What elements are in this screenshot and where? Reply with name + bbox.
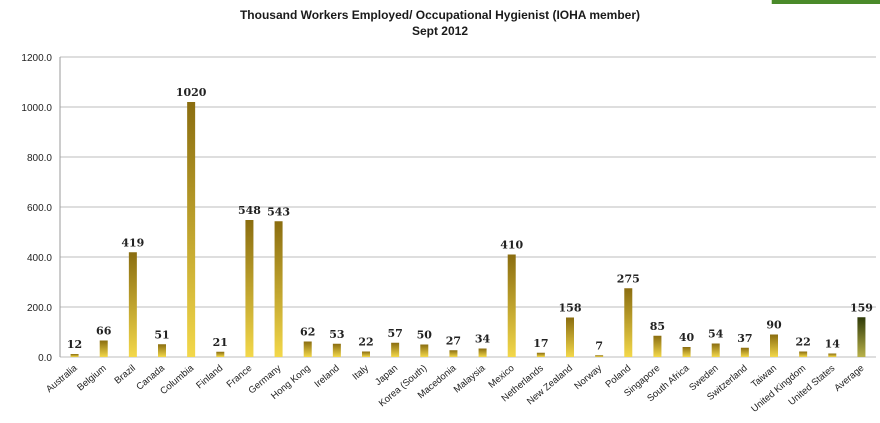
y-tick-label: 600.0 [27,203,52,214]
x-tick-label: Finland [194,363,225,391]
bars [70,102,866,357]
bar [128,252,137,357]
data-label: 159 [850,301,873,314]
data-label: 40 [679,331,695,344]
chart-subtitle: Sept 2012 [411,24,469,38]
data-label: 34 [475,333,491,346]
data-label: 85 [650,320,665,333]
bar [362,351,370,357]
chart-title: Thousand Workers Employed/ Occupational … [239,8,641,22]
bar [624,288,633,357]
y-tick-label: 800.0 [27,153,52,164]
x-tick-label: Malaysia [452,362,488,395]
data-label: 7 [595,339,603,352]
x-tick-label: Norway [572,363,604,392]
y-tick-label: 1200.0 [21,53,52,64]
y-tick-label: 0.0 [38,353,52,364]
y-tick-label: 200.0 [27,303,52,314]
data-label: 22 [358,336,373,349]
data-label: 14 [825,338,841,351]
bar [682,347,691,357]
data-label: 90 [766,319,782,332]
bar [740,347,749,357]
data-label: 419 [121,236,144,249]
gridlines [59,56,876,358]
bar [70,354,79,357]
x-tick-label: Average [832,363,866,394]
data-label: 51 [154,328,169,341]
bar [857,317,866,357]
data-label: 1020 [176,86,207,99]
bar [828,353,837,357]
data-label: 548 [238,204,261,217]
bar [770,334,778,357]
bar [274,221,283,357]
data-label: 37 [737,332,752,345]
x-tick-label: Italy [350,363,371,383]
corner-tab [771,0,880,4]
data-label: 62 [300,326,315,339]
data-label: 53 [329,328,344,341]
bar [711,343,720,357]
bar [391,342,400,357]
bar [536,352,545,357]
data-label: 158 [559,302,582,315]
bar [216,351,225,357]
bar [332,343,341,357]
data-label: 17 [533,337,548,350]
bar [245,220,254,357]
y-tick-label: 400.0 [27,253,52,264]
x-tick-label: Australia [44,362,80,395]
x-tick-label: Belgium [75,363,108,394]
bar [99,340,108,357]
data-label: 66 [96,325,112,338]
bar [158,344,166,357]
bar [595,355,604,357]
data-label: 12 [67,338,82,351]
x-tick-label: Columbia [158,362,196,397]
data-label: 57 [387,327,402,340]
bar [799,351,808,357]
value-labels: 12 66 419 51 1020 21 548 543 62 53 22 57 50 27 34 410 17… [67,86,873,352]
data-label: 21 [213,336,228,349]
bar [478,348,487,357]
bar [507,254,516,357]
bar [420,344,429,357]
data-label: 410 [500,239,523,252]
bar [449,350,458,357]
data-label: 27 [446,334,461,347]
data-label: 275 [617,272,640,285]
bar [566,317,574,357]
y-axis-ticks: 0.0 200.0 400.0 600.0 800.0 1000.0 1200.0 [21,53,52,364]
bar [303,341,312,357]
data-label: 54 [708,328,724,341]
x-tick-label: Brazil [113,363,138,387]
data-label: 22 [795,336,810,349]
bar [187,102,196,357]
data-label: 50 [417,329,433,342]
x-tick-label: Ireland [312,363,341,390]
data-label: 543 [267,205,290,218]
y-tick-label: 1000.0 [21,103,52,114]
bar [653,335,662,357]
